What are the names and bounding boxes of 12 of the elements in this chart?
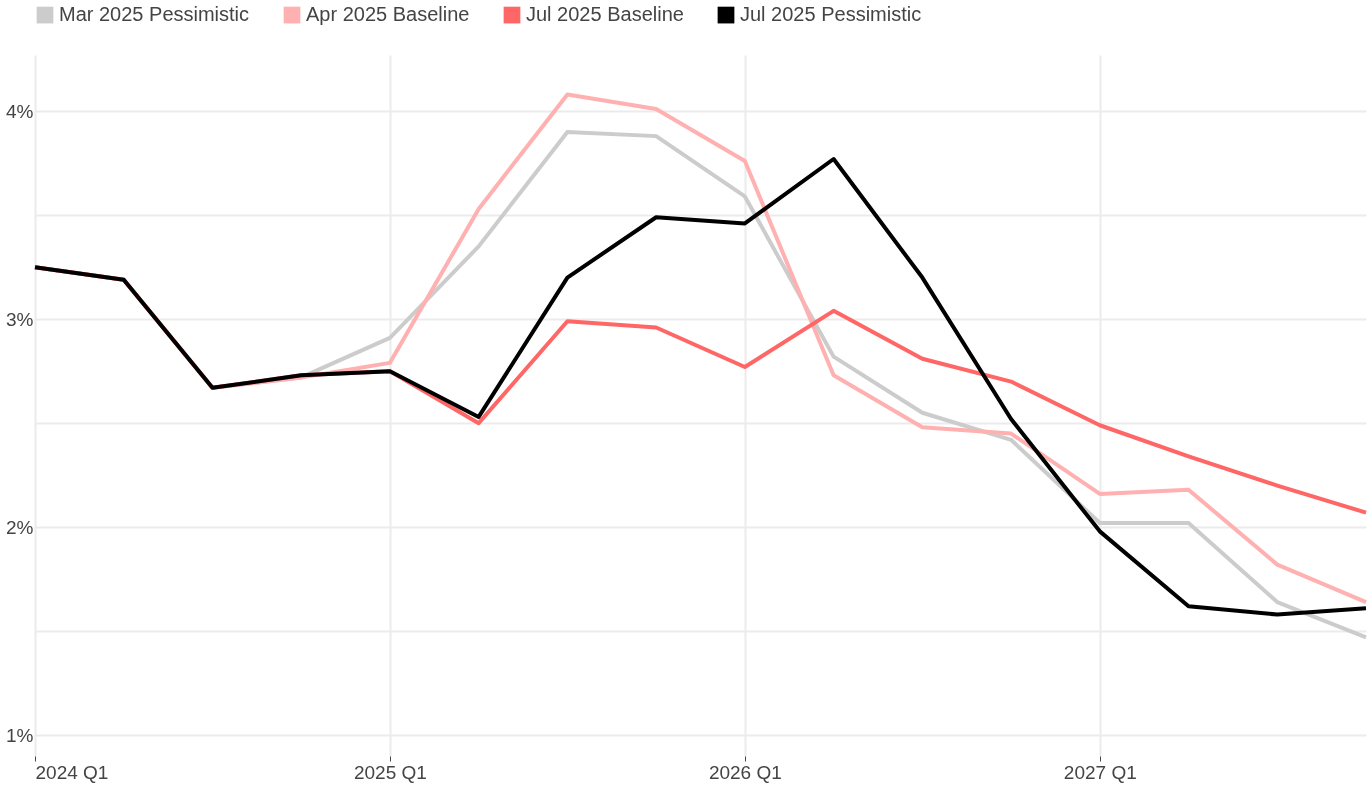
legend-label: Jul 2025 Pessimistic: [740, 3, 922, 26]
y-tick-label: 4%: [6, 100, 34, 122]
x-tick-label: 2027 Q1: [1063, 761, 1137, 783]
x-tick-label: 2024 Q1: [35, 761, 109, 783]
y-tick-label: 1%: [6, 724, 34, 746]
x-tick-label: 2025 Q1: [353, 761, 427, 783]
legend-label: Apr 2025 Baseline: [306, 3, 470, 26]
x-tick-label: 2026 Q1: [708, 761, 782, 783]
y-tick-label: 3%: [6, 308, 34, 330]
legend-label: Jul 2025 Baseline: [526, 3, 684, 26]
legend-label: Mar 2025 Pessimistic: [59, 3, 250, 26]
y-tick-label: 2%: [6, 516, 34, 538]
